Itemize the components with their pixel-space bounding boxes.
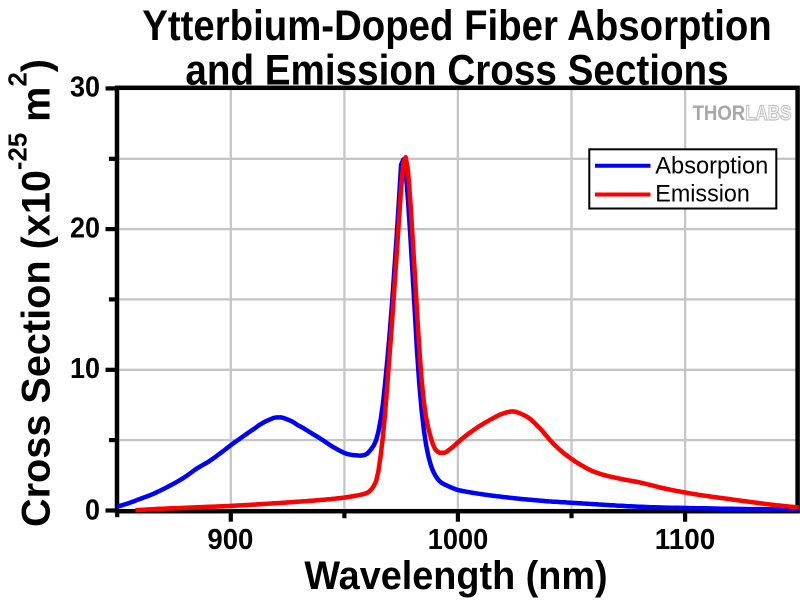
svg-text:LABS: LABS (745, 102, 791, 125)
svg-text:Emission: Emission (655, 181, 750, 208)
svg-text:1000: 1000 (428, 524, 489, 556)
svg-text:Ytterbium-Doped Fiber Absorpti: Ytterbium-Doped Fiber Absorption (142, 2, 772, 50)
svg-text:30: 30 (70, 71, 100, 103)
svg-text:0: 0 (85, 494, 100, 526)
svg-text:20: 20 (70, 212, 100, 244)
svg-text:10: 10 (70, 353, 100, 385)
svg-text:1100: 1100 (655, 524, 716, 556)
svg-text:THOR: THOR (693, 102, 746, 125)
svg-text:Absorption: Absorption (655, 153, 768, 180)
svg-text:900: 900 (207, 524, 253, 556)
svg-text:and Emission Cross Sections: and Emission Cross Sections (185, 47, 728, 95)
svg-text:Wavelength (nm): Wavelength (nm) (304, 554, 607, 598)
